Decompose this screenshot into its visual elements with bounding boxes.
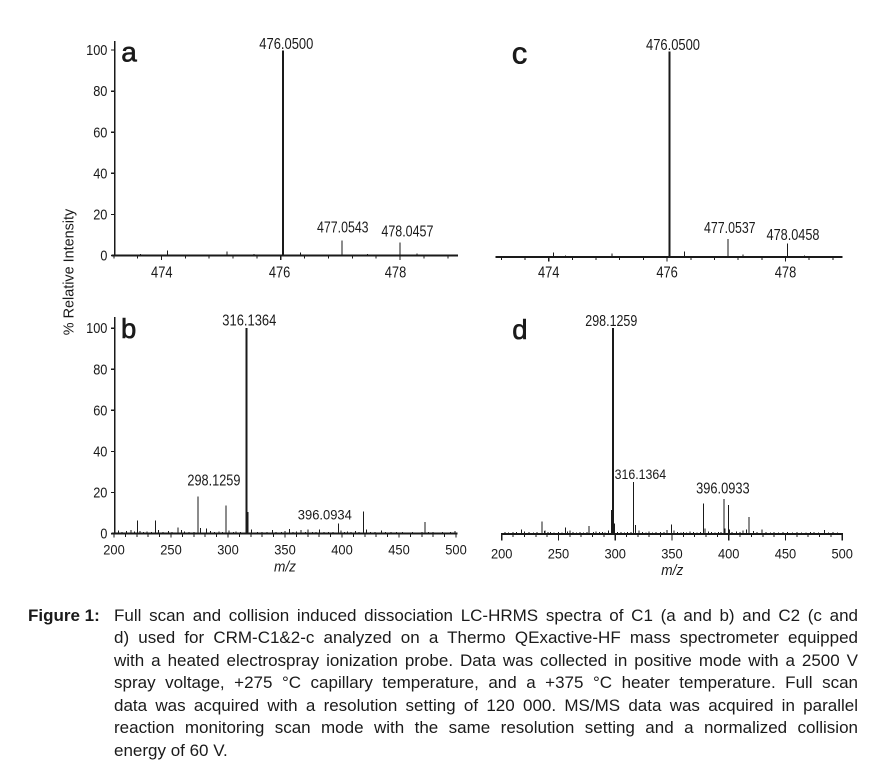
svg-text:476.0500: 476.0500: [259, 36, 313, 53]
svg-text:298.1259: 298.1259: [585, 313, 637, 330]
svg-text:450: 450: [388, 541, 410, 557]
svg-text:m/z: m/z: [661, 563, 684, 579]
svg-text:500: 500: [831, 545, 853, 561]
svg-text:400: 400: [718, 545, 740, 561]
svg-text:% Relative Intensity: % Relative Intensity: [62, 208, 78, 335]
svg-text:478.0458: 478.0458: [767, 227, 820, 244]
svg-text:316.1364: 316.1364: [222, 313, 276, 330]
svg-text:396.0933: 396.0933: [696, 481, 750, 498]
svg-text:200: 200: [491, 545, 513, 561]
svg-text:300: 300: [604, 545, 626, 561]
svg-text:350: 350: [274, 541, 296, 557]
svg-text:d: d: [512, 314, 527, 345]
svg-text:80: 80: [93, 83, 107, 100]
svg-text:20: 20: [93, 485, 107, 502]
svg-text:250: 250: [548, 545, 570, 561]
svg-text:396.0934: 396.0934: [298, 507, 352, 523]
svg-text:a: a: [121, 37, 137, 68]
svg-text:60: 60: [93, 124, 107, 141]
svg-text:476: 476: [656, 264, 678, 281]
svg-text:476: 476: [269, 264, 291, 281]
svg-text:298.1259: 298.1259: [187, 472, 240, 489]
svg-text:478: 478: [775, 264, 797, 281]
svg-text:60: 60: [93, 402, 107, 419]
svg-text:350: 350: [661, 545, 683, 561]
svg-text:474: 474: [538, 264, 560, 281]
svg-text:m/z: m/z: [274, 560, 297, 576]
svg-text:478: 478: [385, 264, 407, 281]
svg-text:474: 474: [151, 264, 173, 281]
svg-text:20: 20: [93, 207, 107, 224]
svg-text:200: 200: [103, 541, 125, 557]
svg-text:477.0537: 477.0537: [704, 220, 756, 237]
svg-text:476.0500: 476.0500: [646, 37, 700, 54]
svg-text:0: 0: [100, 526, 107, 543]
svg-text:477.0543: 477.0543: [317, 220, 369, 237]
svg-text:400: 400: [331, 541, 353, 557]
svg-text:250: 250: [160, 541, 182, 557]
svg-text:b: b: [121, 313, 136, 344]
svg-text:40: 40: [93, 165, 107, 182]
svg-text:300: 300: [217, 541, 239, 557]
svg-text:500: 500: [445, 541, 467, 557]
svg-text:80: 80: [93, 361, 107, 378]
svg-text:100: 100: [86, 320, 107, 337]
svg-text:316.1364: 316.1364: [615, 466, 667, 482]
svg-text:450: 450: [775, 545, 797, 561]
svg-text:100: 100: [86, 42, 107, 59]
svg-text:0: 0: [100, 248, 107, 265]
svg-text:478.0457: 478.0457: [381, 223, 433, 240]
svg-text:40: 40: [93, 444, 107, 461]
svg-text:c: c: [512, 36, 528, 71]
